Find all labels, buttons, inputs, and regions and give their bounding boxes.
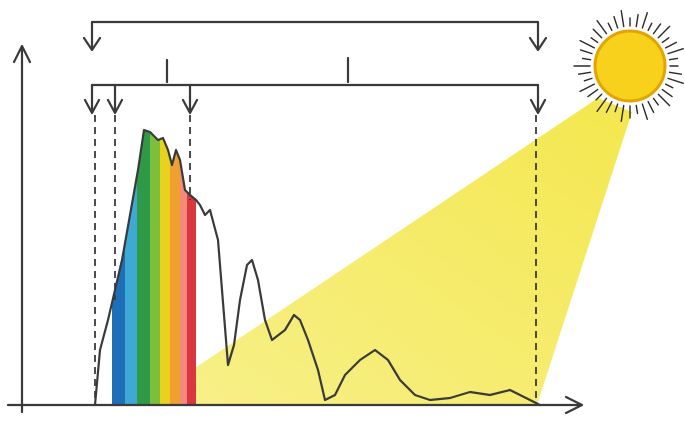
sun-ray: [581, 57, 592, 61]
sun-ray: [641, 12, 649, 29]
sun-disc: [593, 29, 667, 103]
sun-ray: [652, 97, 659, 106]
sun-ray: [579, 39, 596, 49]
visible-spectrum: [112, 130, 196, 405]
sun-ray: [605, 100, 613, 114]
sun-ray: [657, 93, 671, 107]
sun-ray: [667, 47, 684, 55]
band-orange: [170, 130, 180, 405]
sun-ray: [647, 22, 653, 32]
band-light-blue: [125, 130, 137, 405]
sun-ray: [583, 77, 593, 82]
middle-bracket: [90, 56, 540, 87]
dashed-guides: [94, 115, 537, 405]
sun-ray: [661, 88, 673, 98]
band-red: [187, 130, 196, 405]
sun-ray: [590, 37, 599, 44]
spectrum-curve: [93, 128, 542, 407]
sun-ray: [668, 71, 683, 75]
top-bracket: [82, 20, 548, 52]
sun-ray: [664, 83, 674, 89]
sun-ray: [635, 104, 639, 115]
sun-ray: [635, 13, 639, 28]
sun-ray: [595, 93, 603, 101]
sun-beam: [195, 98, 632, 405]
sun-ray: [667, 77, 684, 85]
sun-ray: [657, 25, 671, 39]
sun-ray: [668, 57, 679, 61]
band-green: [137, 130, 150, 405]
sun-ray: [664, 41, 678, 49]
y-axis: [12, 44, 32, 414]
sun-rays: [573, 9, 684, 123]
sun-ray: [620, 104, 625, 123]
sun-ray: [579, 49, 593, 55]
sun-ray: [641, 103, 649, 120]
sun-ray: [614, 103, 619, 113]
band-yellow: [160, 130, 170, 405]
sun-ray: [592, 28, 603, 39]
sun-ray: [620, 9, 625, 28]
sun-ray: [577, 71, 592, 75]
sun-ray: [647, 100, 655, 114]
sun-ray: [587, 88, 599, 98]
sun-ray: [613, 15, 619, 29]
sun-ray: [607, 22, 613, 32]
range-arrows: [83, 83, 547, 115]
sun-ray: [596, 97, 608, 113]
x-axis: [6, 395, 584, 415]
sun-ray: [661, 37, 670, 44]
sun: [573, 9, 684, 123]
band-light-green: [150, 130, 160, 405]
sun-ray: [579, 83, 596, 93]
sun-ray: [596, 19, 608, 35]
band-salmon: [180, 130, 187, 405]
sun-ray: [652, 23, 662, 35]
